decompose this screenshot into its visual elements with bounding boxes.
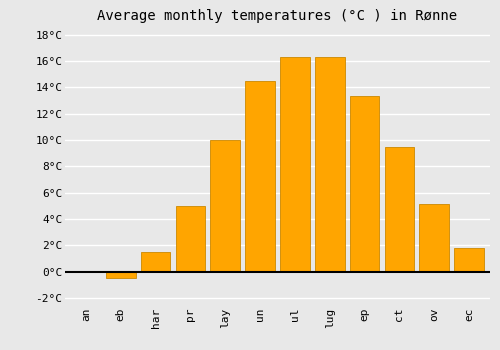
Bar	[106, 272, 136, 278]
Bar	[210, 140, 240, 272]
Bar	[315, 57, 344, 272]
Bar	[420, 204, 449, 272]
Bar	[246, 80, 275, 272]
Bar	[384, 147, 414, 272]
Title: Average monthly temperatures (°C ) in Rønne: Average monthly temperatures (°C ) in Rø…	[98, 9, 458, 23]
Bar	[176, 206, 205, 272]
Bar	[350, 97, 380, 272]
Bar	[141, 252, 171, 272]
Bar	[454, 248, 484, 272]
Bar	[280, 57, 310, 272]
